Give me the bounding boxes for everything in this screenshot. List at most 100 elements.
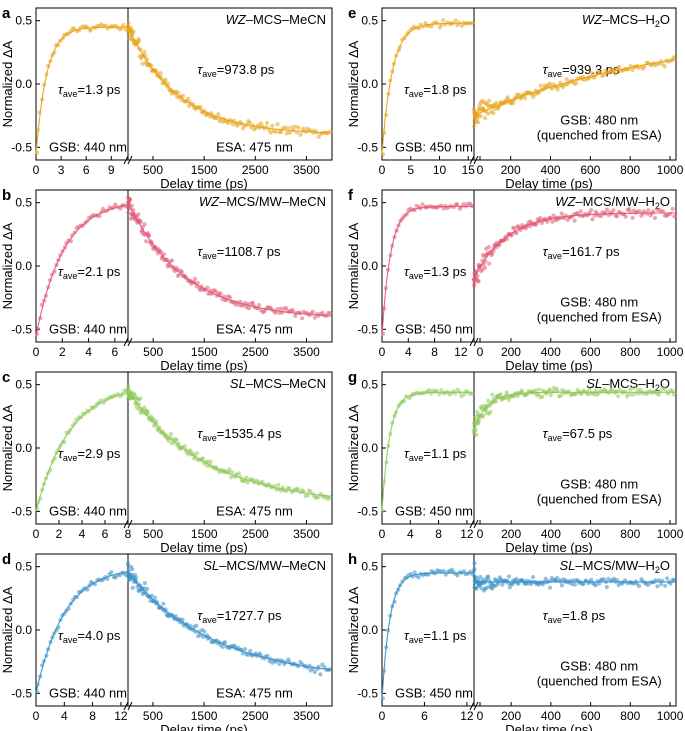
data-point — [126, 210, 131, 215]
data-point — [328, 311, 333, 316]
title-italic: WZ — [555, 194, 576, 209]
x-tick-label: 800 — [620, 527, 640, 541]
panel-title: WZ–MCS–H2O — [582, 12, 670, 29]
tau-value: =2.1 ps — [77, 264, 121, 279]
data-point — [453, 18, 458, 23]
data-point — [293, 124, 298, 129]
data-point — [316, 134, 321, 139]
probe-label-right: ESA: 475 nm — [216, 503, 293, 518]
panel-c: 0.5 0.0 -0.50 2 4 6 8 500 1500 2500 3500 Normalized… — [0, 369, 333, 555]
title-subscript: 2 — [655, 383, 660, 393]
data-point — [136, 212, 141, 217]
data-point — [589, 70, 594, 76]
x-axis-label: Delay time (ps) — [160, 540, 247, 555]
y-tick-label: 0.0 — [15, 259, 32, 273]
x-tick-label: 3500 — [293, 345, 320, 359]
title-italic: SL — [230, 376, 246, 391]
probe-label-left: GSB: 450 nm — [395, 503, 473, 518]
y-axis-label: Normalized ΔA — [0, 404, 15, 491]
data-point — [537, 387, 542, 392]
data-point — [420, 202, 425, 207]
tau-value: =161.7 ps — [562, 244, 620, 259]
data-point — [490, 392, 495, 397]
title-end: O — [660, 376, 670, 391]
x-axis-label: Delay time (ps) — [160, 722, 247, 731]
data-point — [216, 112, 221, 117]
axis-break-mark — [123, 337, 129, 347]
probe-label-right-2: (quenched from ESA) — [537, 310, 662, 325]
panel-h: 0.50.0-0.50 6 12 0 200 400 600 800 1000Normalize… — [346, 551, 684, 731]
panel-letter: b — [2, 187, 11, 204]
fit-curve-left — [381, 391, 474, 512]
data-point — [194, 451, 199, 456]
title-subscript: 2 — [655, 565, 660, 575]
fit-curve-right — [473, 391, 676, 430]
data-point — [547, 81, 552, 86]
data-point — [589, 208, 594, 213]
data-point — [275, 122, 280, 127]
data-point — [511, 101, 516, 106]
data-point — [662, 386, 668, 392]
tau-symbol: τ — [58, 446, 64, 461]
x-tick-label: 2500 — [242, 709, 269, 723]
x-tick-label: 1000 — [657, 709, 684, 723]
data-point — [506, 397, 512, 402]
data-point — [478, 114, 483, 119]
data-point — [412, 570, 417, 575]
data-point — [247, 306, 252, 311]
tau-label-left: τave=2.1 ps — [58, 264, 121, 281]
data-point — [142, 581, 147, 586]
tau-value: =973.8 ps — [217, 62, 275, 77]
data-point — [514, 231, 519, 236]
data-point — [548, 393, 553, 398]
x-tick-label: 0 — [33, 709, 40, 723]
fit-curve-right — [473, 59, 677, 117]
data-point — [486, 398, 491, 403]
data-point — [290, 308, 296, 313]
data-point — [587, 387, 592, 392]
data-point — [564, 77, 569, 82]
title-italic: WZ — [199, 194, 220, 209]
data-point — [125, 561, 131, 566]
data-point — [504, 390, 509, 395]
tau-value: =2.9 ps — [77, 446, 121, 461]
data-point — [498, 392, 503, 397]
data-point — [228, 295, 233, 300]
tau-label-right: τave=67.5 ps — [543, 426, 613, 443]
title-rest: –MCS–MeCN — [246, 12, 326, 27]
tau-symbol: τ — [58, 264, 64, 279]
tau-value: =4.0 ps — [77, 628, 121, 643]
data-point — [180, 617, 185, 622]
x-tick-label: 4 — [61, 709, 68, 723]
data-point — [142, 222, 147, 227]
y-tick-label: 0.0 — [361, 259, 378, 273]
title-rest: –MCS–H — [602, 376, 655, 391]
x-tick-label: 0 — [379, 527, 386, 541]
data-point — [483, 116, 488, 121]
tau-subscript: ave — [202, 251, 217, 261]
x-tick-label: 4 — [407, 527, 414, 541]
data-point — [245, 480, 250, 485]
data-point — [205, 285, 210, 290]
data-point — [574, 81, 579, 86]
x-tick-label: 1500 — [191, 163, 218, 177]
x-axis-label: Delay time (ps) — [505, 358, 592, 373]
tau-subscript: ave — [409, 635, 424, 645]
x-tick-label: 2500 — [242, 345, 269, 359]
data-point — [581, 582, 586, 587]
title-end: O — [660, 558, 670, 573]
tau-value: =1.8 ps — [423, 82, 467, 97]
x-tick-label: 9 — [108, 163, 115, 177]
data-point — [34, 150, 40, 155]
tau-label-right: τave=1727.7 ps — [197, 608, 282, 625]
tau-subscript: ave — [202, 615, 217, 625]
panel-letter: e — [348, 5, 356, 22]
title-rest: –MCS/MW–H — [575, 194, 654, 209]
data-point — [655, 584, 660, 589]
panel-letter: g — [348, 369, 357, 386]
title-rest: –MCS/MW–H — [575, 558, 654, 573]
x-tick-label: 500 — [143, 527, 163, 541]
data-point — [578, 209, 583, 214]
data-point — [416, 575, 421, 580]
data-point — [310, 309, 315, 314]
